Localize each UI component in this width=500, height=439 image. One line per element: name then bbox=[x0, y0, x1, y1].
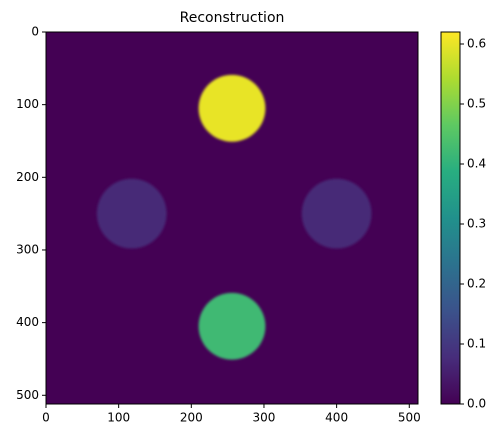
x-tick-label: 0 bbox=[42, 411, 50, 425]
y-tick-label: 500 bbox=[16, 388, 39, 402]
y-tick-label: 300 bbox=[16, 242, 39, 256]
x-tick-label: 100 bbox=[107, 411, 130, 425]
y-tick-label: 200 bbox=[16, 170, 39, 184]
colorbar-tick-label: 0.5 bbox=[467, 97, 486, 111]
x-tick-label: 500 bbox=[398, 411, 421, 425]
y-tick-label: 100 bbox=[16, 97, 39, 111]
chart-title: Reconstruction bbox=[180, 10, 285, 26]
axes-frame bbox=[45, 31, 419, 405]
colorbar-tick-label: 0.2 bbox=[467, 277, 486, 291]
colorbar-tick-label: 0.3 bbox=[467, 217, 486, 231]
x-tick-label: 200 bbox=[180, 411, 203, 425]
disc bbox=[198, 74, 266, 142]
y-tick-label: 0 bbox=[31, 25, 39, 39]
disc bbox=[198, 292, 266, 360]
colorbar bbox=[440, 31, 461, 405]
x-tick-label: 400 bbox=[325, 411, 348, 425]
y-tick-label: 400 bbox=[16, 315, 39, 329]
disc bbox=[301, 178, 372, 249]
disc bbox=[96, 178, 167, 249]
image-area bbox=[46, 32, 418, 404]
colorbar-tick-label: 0.0 bbox=[467, 397, 486, 411]
colorbar-tick-label: 0.4 bbox=[467, 157, 486, 171]
colorbar-tick-label: 0.1 bbox=[467, 337, 486, 351]
colorbar-tick-label: 0.6 bbox=[467, 37, 486, 51]
x-tick-label: 300 bbox=[253, 411, 276, 425]
